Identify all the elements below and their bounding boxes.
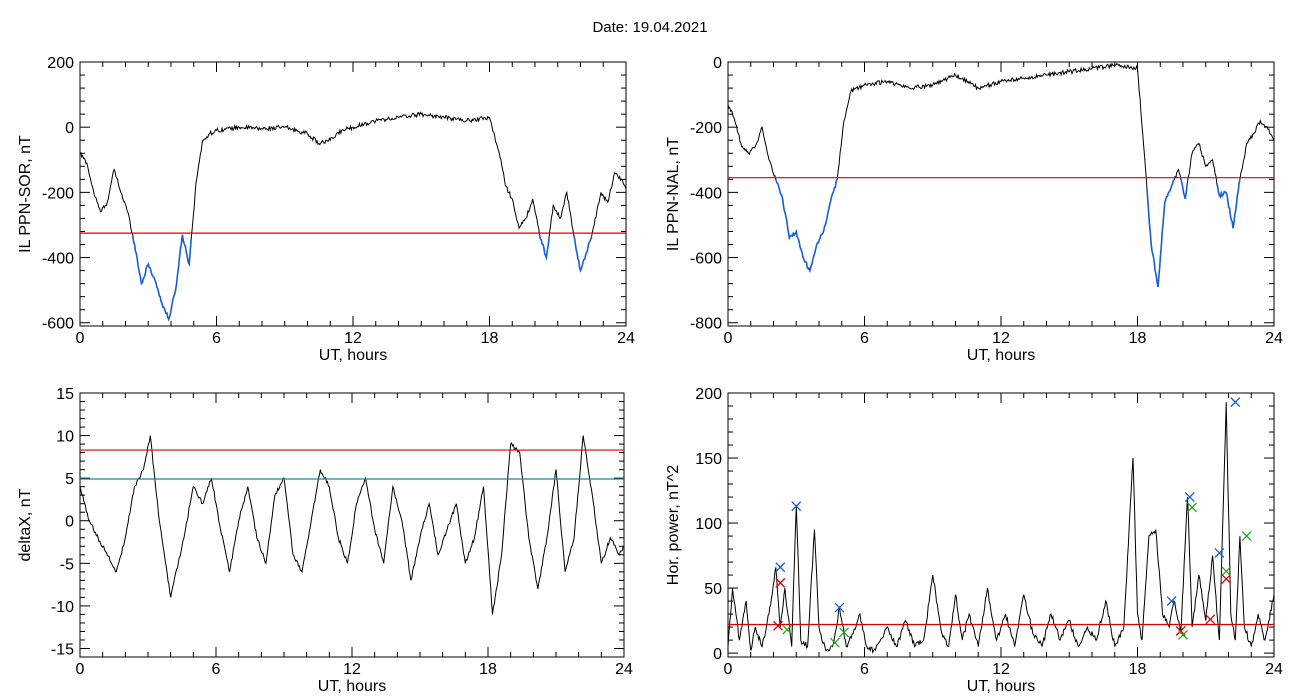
y-tick-label: 0 — [713, 55, 722, 72]
x-tick-label: 18 — [481, 330, 499, 347]
x-tick-label: 6 — [860, 661, 869, 678]
series-group — [728, 62, 1274, 288]
marker-blue-x — [1166, 596, 1177, 607]
x-tick-label: 12 — [992, 661, 1010, 678]
marker-red-x — [1221, 574, 1232, 584]
x-axis-label: UT, hours — [318, 678, 386, 695]
x-tick-label: 18 — [479, 661, 497, 678]
x-tick-label: 18 — [1129, 330, 1147, 347]
x-tick-label: 24 — [617, 330, 635, 347]
marker-red-x — [775, 577, 786, 588]
x-tick-label: 24 — [1265, 661, 1283, 678]
marker-green-x — [1178, 629, 1188, 640]
x-tick-label: 18 — [1129, 661, 1147, 678]
y-axis-label: Hor. power, nT^2 — [665, 465, 682, 586]
x-tick-label: 12 — [992, 330, 1010, 347]
y-tick-label: 100 — [695, 516, 722, 533]
marker-blue-x — [1214, 548, 1225, 558]
y-tick-label: 200 — [695, 386, 722, 403]
x-tick-label: 12 — [344, 330, 362, 347]
marker-blue-x — [1184, 492, 1195, 502]
marker-blue-x — [775, 562, 786, 573]
x-tick-label: 12 — [343, 661, 361, 678]
y-tick-label: 15 — [56, 386, 74, 403]
marker-green-x — [1221, 566, 1232, 577]
x-tick-label: 0 — [724, 661, 733, 678]
plot-frame — [79, 61, 627, 327]
figure-title: Date: 19.04.2021 — [592, 19, 708, 36]
y-tick-label: -200 — [690, 120, 722, 137]
x-tick-label: 24 — [615, 661, 633, 678]
y-tick-label: -800 — [690, 316, 722, 333]
panel-p3: 0 6 12 18 24 -15 -10 -5 0 5 10 15 UT, hours deltaX, n… — [17, 386, 633, 695]
plot-frame — [727, 61, 1275, 327]
marker-green-x — [839, 627, 849, 638]
y-tick-label: 150 — [695, 451, 722, 468]
marker-red-x — [773, 620, 784, 631]
x-axis-label: UT, hours — [967, 347, 1035, 364]
x-axis-label: UT, hours — [319, 347, 387, 364]
series-line — [728, 62, 1274, 287]
y-axis-label: IL PPN-SOR, nT — [17, 135, 34, 253]
x-tick-label: 0 — [724, 330, 733, 347]
y-tick-label: -10 — [51, 599, 74, 616]
panel-p1: 0 6 12 18 24 -600 -400 -200 0 200 UT, hours IL PPN-… — [17, 55, 635, 364]
y-tick-label: 0 — [713, 646, 722, 663]
y-tick-label: 10 — [56, 429, 74, 446]
marker-red-x — [1205, 614, 1216, 625]
x-tick-label: 6 — [212, 661, 221, 678]
marker-blue-x — [834, 602, 845, 613]
y-axis-label: IL PPN-NAL, nT — [665, 137, 682, 251]
x-tick-label: 6 — [212, 330, 221, 347]
series-below-threshold — [775, 178, 1241, 288]
y-tick-label: 50 — [704, 581, 722, 598]
y-tick-label: -5 — [60, 556, 74, 573]
y-tick-label: 5 — [65, 471, 74, 488]
marker-green-x — [1187, 502, 1198, 513]
x-tick-label: 24 — [1265, 330, 1283, 347]
marker-green-x — [829, 637, 840, 648]
y-tick-label: -600 — [690, 251, 722, 268]
y-tick-label: 0 — [65, 514, 74, 531]
x-tick-label: 6 — [860, 330, 869, 347]
y-tick-label: -400 — [42, 251, 74, 268]
y-tick-label: 0 — [65, 120, 74, 137]
marker-blue-x — [791, 501, 802, 512]
x-tick-label: 0 — [76, 330, 85, 347]
y-tick-label: -400 — [690, 185, 722, 202]
marker-blue-x — [1230, 397, 1241, 408]
plot-frame — [79, 392, 625, 658]
series-below-threshold — [131, 234, 593, 322]
x-tick-label: 0 — [76, 661, 85, 678]
x-axis-label: UT, hours — [967, 678, 1035, 695]
series-group — [80, 435, 624, 615]
y-tick-label: -600 — [42, 316, 74, 333]
series-group — [728, 402, 1274, 654]
series-line — [728, 402, 1274, 654]
series-line — [80, 435, 624, 615]
y-tick-label: -200 — [42, 185, 74, 202]
marker-green-x — [1241, 531, 1252, 542]
y-axis-label: deltaX, nT — [17, 488, 34, 561]
y-tick-label: -15 — [51, 641, 74, 658]
panel-p2: 0 6 12 18 24 -800 -600 -400 -200 0 UT, hours IL PPN… — [665, 55, 1283, 364]
series-group — [80, 111, 626, 322]
series-line — [80, 111, 626, 321]
y-tick-label: 200 — [47, 55, 74, 72]
panel-p4: 0 6 12 18 24 0 50 100 150 200 UT, hours Hor. power,… — [665, 386, 1283, 695]
marker-green-x — [782, 624, 793, 635]
